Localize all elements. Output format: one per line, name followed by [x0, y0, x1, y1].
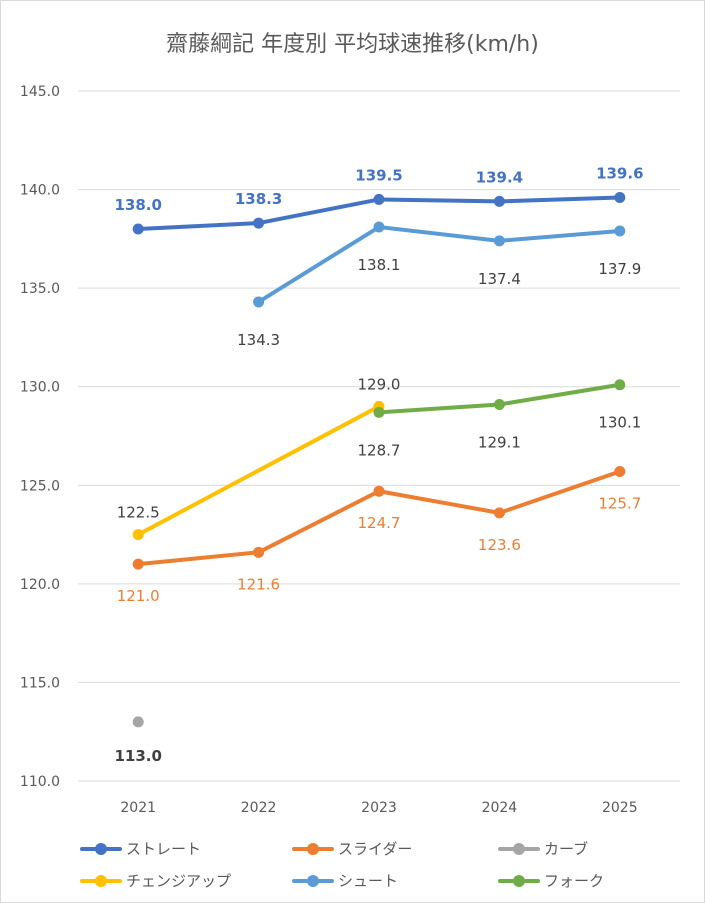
data-label: 137.4 — [478, 270, 521, 288]
data-label: 138.3 — [235, 190, 282, 208]
legend-item: フォーク — [498, 870, 604, 891]
y-tick-label: 125.0 — [20, 478, 60, 494]
data-point — [614, 191, 626, 203]
data-label: 121.0 — [117, 587, 160, 605]
y-tick-label: 120.0 — [20, 577, 60, 593]
data-point — [253, 217, 265, 229]
legend-swatch — [498, 874, 540, 887]
data-label: 139.5 — [355, 166, 402, 184]
data-point — [614, 379, 626, 391]
x-tick-label: 2023 — [361, 800, 397, 816]
legend-label: フォーク — [544, 872, 605, 890]
data-point — [614, 465, 626, 477]
legend-swatch — [292, 842, 334, 855]
y-tick-label: 130.0 — [20, 380, 60, 396]
legend-item: スライダー — [292, 838, 412, 859]
legend-swatch — [80, 874, 122, 887]
data-label: 129.1 — [478, 433, 521, 451]
x-tick-label: 2025 — [602, 800, 638, 816]
data-point — [373, 485, 385, 497]
legend-swatch — [292, 874, 334, 887]
data-point — [493, 195, 505, 207]
data-label: 137.9 — [598, 260, 641, 278]
data-label: 139.6 — [596, 164, 643, 182]
data-point — [493, 507, 505, 519]
x-tick-label: 2021 — [120, 800, 156, 816]
data-label: 138.0 — [114, 196, 161, 214]
data-label: 123.6 — [478, 536, 521, 554]
data-label: 113.0 — [114, 747, 161, 765]
data-label: 130.1 — [598, 414, 641, 432]
y-tick-label: 145.0 — [20, 84, 60, 100]
data-label: 128.7 — [358, 441, 401, 459]
data-label: 129.0 — [358, 375, 401, 393]
data-point — [373, 406, 385, 418]
data-label: 125.7 — [598, 494, 641, 512]
data-label: 121.6 — [237, 575, 280, 593]
series-line-4 — [256, 225, 622, 304]
y-tick-label: 110.0 — [20, 774, 60, 790]
legend-swatch — [498, 842, 540, 855]
data-point — [253, 546, 265, 558]
data-point — [373, 193, 385, 205]
chart-title: 齋藤綱記 年度別 平均球速推移(km/h) — [166, 32, 539, 57]
y-tick-label: 135.0 — [20, 281, 60, 297]
legend-label: ストレート — [126, 840, 202, 858]
data-point — [132, 558, 144, 570]
series-line-3 — [136, 404, 381, 537]
legend-label: シュート — [338, 872, 399, 890]
data-point — [132, 529, 144, 541]
data-point — [373, 221, 385, 233]
x-tick-label: 2022 — [241, 800, 277, 816]
legend-label: チェンジアップ — [126, 872, 232, 890]
y-tick-label: 115.0 — [20, 675, 60, 691]
x-tick-label: 2024 — [482, 800, 518, 816]
data-label: 139.4 — [476, 168, 523, 186]
legend-label: スライダー — [338, 840, 413, 858]
data-label: 124.7 — [358, 514, 401, 532]
legend-item: ストレート — [80, 838, 201, 859]
data-point — [132, 223, 144, 235]
y-tick-label: 140.0 — [20, 183, 60, 199]
data-label: 138.1 — [358, 256, 401, 274]
data-point — [493, 235, 505, 247]
data-label: 134.3 — [237, 331, 280, 349]
legend-swatch — [80, 842, 122, 855]
data-point — [253, 296, 265, 308]
legend-item: シュート — [292, 870, 398, 891]
legend-item: カーブ — [498, 838, 588, 859]
data-point — [132, 716, 144, 728]
data-point — [493, 398, 505, 410]
data-label: 122.5 — [117, 504, 160, 522]
legend-item: チェンジアップ — [80, 870, 231, 891]
data-point — [614, 225, 626, 237]
legend-label: カーブ — [544, 840, 589, 858]
